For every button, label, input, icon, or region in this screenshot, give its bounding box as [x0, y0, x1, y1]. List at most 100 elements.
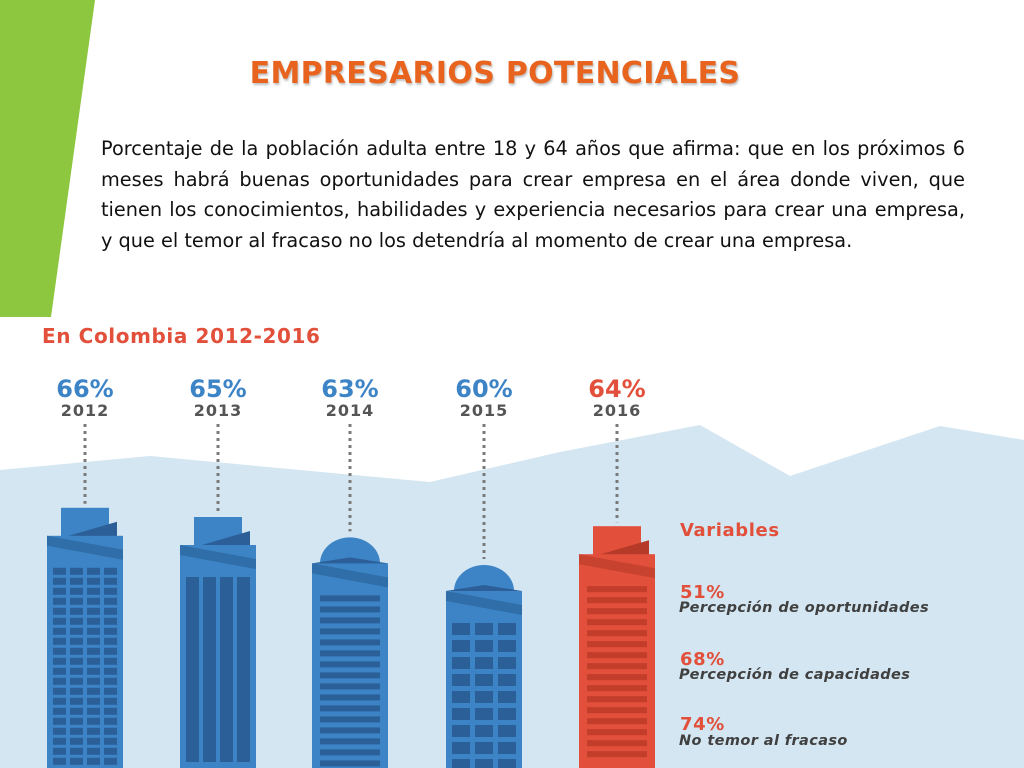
window-strip-2014	[320, 716, 380, 723]
window-2012	[104, 697, 117, 705]
window-2015	[475, 691, 493, 703]
window-2015	[452, 623, 470, 635]
page-title: EMPRESARIOS POTENCIALES	[249, 56, 741, 91]
window-2015	[475, 759, 493, 768]
year-label-2014: 2014	[326, 401, 375, 420]
building-2013: 65%2013	[180, 375, 256, 768]
window-2012	[53, 647, 66, 655]
window-2012	[87, 607, 100, 615]
window-2012	[87, 577, 100, 585]
window-2012	[53, 697, 66, 705]
window-2012	[70, 587, 83, 595]
window-2012	[53, 727, 66, 735]
window-2012	[70, 597, 83, 605]
roof-dome-2014	[320, 537, 380, 564]
window-2015	[452, 657, 470, 669]
window-2012	[104, 627, 117, 635]
window-strip-2014	[320, 749, 380, 756]
window-strip-2014	[320, 760, 380, 767]
window-2012	[104, 727, 117, 735]
window-2012	[87, 697, 100, 705]
window-2012	[87, 567, 100, 575]
window-strip-2016	[587, 663, 647, 670]
window-2012	[53, 627, 66, 635]
window-2012	[53, 577, 66, 585]
window-strip-2016	[587, 597, 647, 604]
window-2012	[87, 667, 100, 675]
window-2015	[475, 657, 493, 669]
window-2015	[498, 759, 516, 768]
window-2012	[104, 607, 117, 615]
window-2012	[53, 567, 66, 575]
value-label-2014: 63%	[321, 375, 378, 403]
building-2012: 66%2012	[47, 375, 123, 768]
window-2015	[452, 708, 470, 720]
window-2012	[53, 707, 66, 715]
window-2012	[87, 737, 100, 745]
window-2012	[70, 657, 83, 665]
window-column-2013	[220, 577, 233, 762]
window-2012	[104, 687, 117, 695]
roof-dome-2015	[454, 565, 514, 591]
tower-band-2016	[579, 554, 655, 579]
window-2012	[53, 617, 66, 625]
window-2012	[87, 597, 100, 605]
window-strip-2016	[587, 641, 647, 648]
tower-band-2014	[312, 563, 388, 588]
window-strip-2014	[320, 661, 380, 668]
window-strip-2014	[320, 639, 380, 646]
window-2015	[452, 674, 470, 686]
window-2012	[104, 757, 117, 765]
green-accent-band	[0, 0, 95, 317]
window-strip-2014	[320, 694, 380, 701]
year-label-2015: 2015	[460, 401, 509, 420]
window-strip-2014	[320, 727, 380, 734]
window-2015	[498, 640, 516, 652]
window-2012	[70, 747, 83, 755]
window-2012	[104, 737, 117, 745]
window-2015	[498, 742, 516, 754]
window-2012	[104, 567, 117, 575]
variables-heading: Variables	[680, 520, 780, 541]
window-column-2013	[203, 577, 216, 762]
window-2012	[70, 737, 83, 745]
window-strip-2014	[320, 683, 380, 690]
window-2015	[498, 623, 516, 635]
window-2012	[104, 747, 117, 755]
window-2012	[70, 757, 83, 765]
window-strip-2016	[587, 674, 647, 681]
window-2012	[104, 617, 117, 625]
year-label-2013: 2013	[194, 401, 243, 420]
window-strip-2016	[587, 696, 647, 703]
window-2012	[70, 647, 83, 655]
roof-slant-2013	[188, 531, 250, 549]
variable-label-opportunities: Percepción de oportunidades	[679, 600, 930, 616]
window-2012	[70, 577, 83, 585]
value-label-2016: 64%	[588, 375, 645, 403]
building-2016: 64%2016	[579, 375, 655, 768]
variable-value-no-fear: 74%	[680, 714, 725, 735]
window-2012	[70, 667, 83, 675]
tower-band-2012	[47, 535, 123, 560]
window-2012	[53, 597, 66, 605]
window-strip-2016	[587, 707, 647, 714]
window-2012	[87, 747, 100, 755]
window-strip-2016	[587, 630, 647, 637]
window-strip-2016	[587, 729, 647, 736]
window-2012	[70, 627, 83, 635]
window-2012	[87, 677, 100, 685]
building-2014: 63%2014	[312, 375, 388, 768]
window-2012	[87, 687, 100, 695]
window-2015	[498, 691, 516, 703]
window-2012	[87, 657, 100, 665]
window-2012	[87, 717, 100, 725]
window-2012	[104, 707, 117, 715]
tower-band-2013	[180, 545, 256, 569]
tower-band-2015	[446, 591, 522, 615]
window-2012	[53, 657, 66, 665]
window-2012	[104, 717, 117, 725]
building-2015: 60%2015	[446, 375, 522, 768]
window-strip-2016	[587, 652, 647, 659]
window-strip-2014	[320, 705, 380, 712]
